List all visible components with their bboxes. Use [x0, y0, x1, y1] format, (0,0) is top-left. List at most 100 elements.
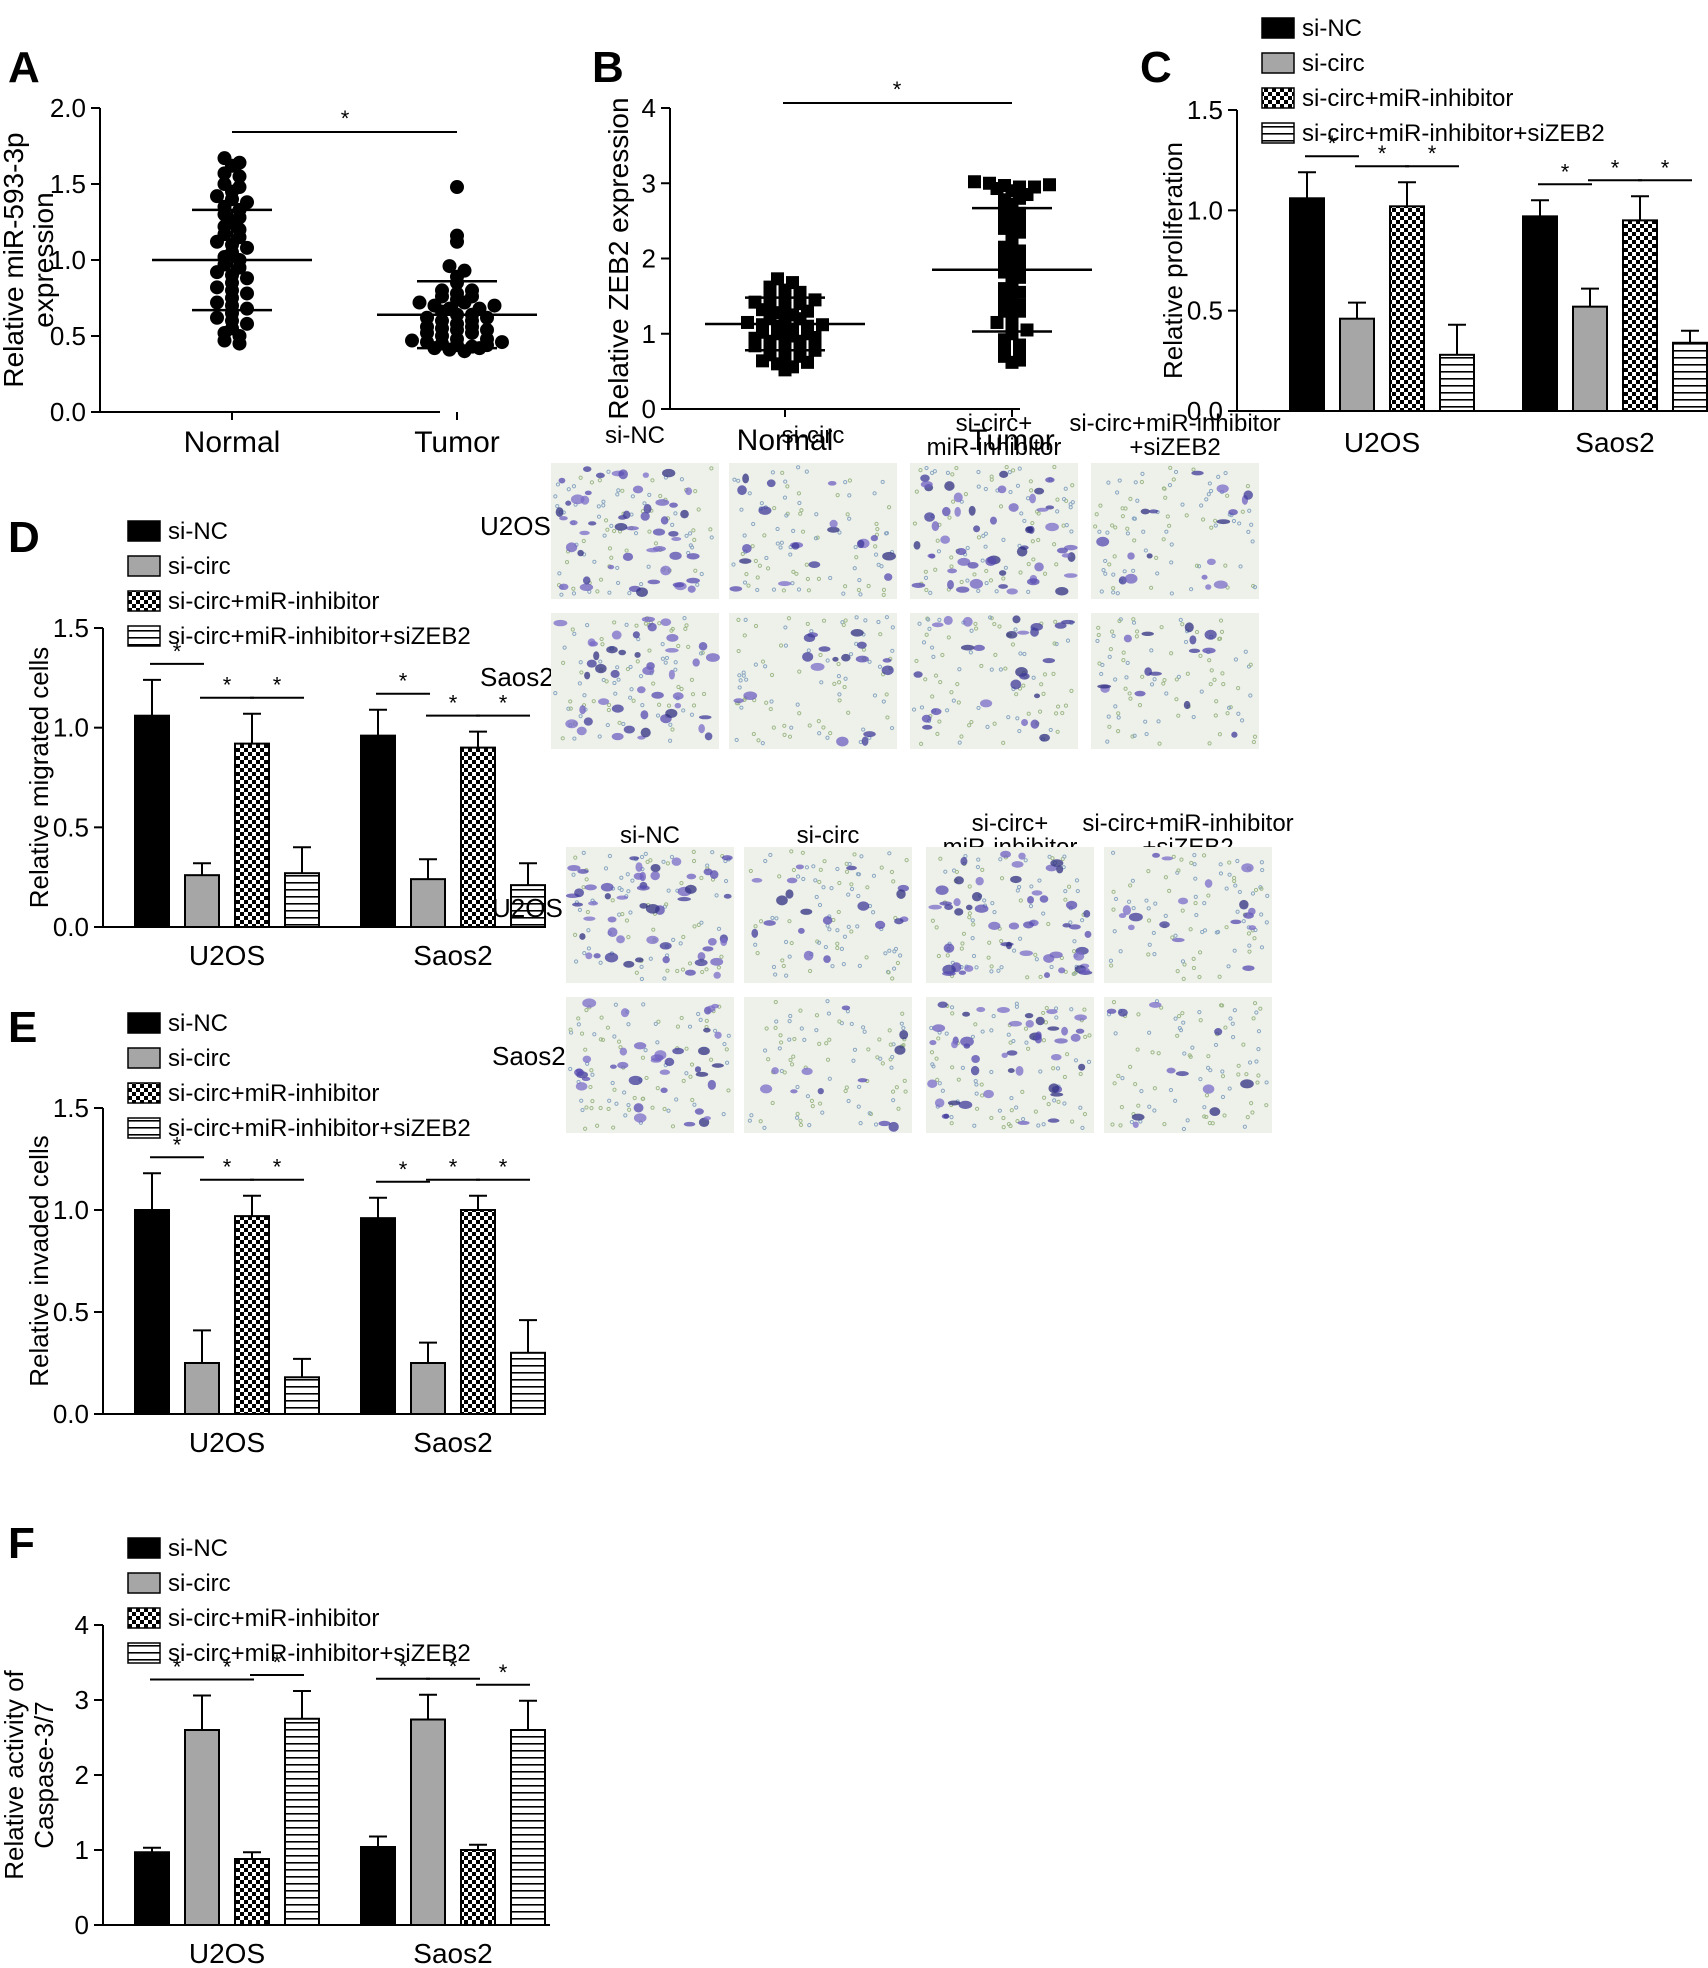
stained-cell	[878, 1120, 891, 1127]
stained-cell	[623, 725, 635, 734]
membrane-pore	[744, 571, 749, 577]
membrane-pore	[583, 1047, 588, 1052]
membrane-pore	[842, 684, 847, 690]
membrane-pore	[591, 699, 596, 704]
stained-cell	[610, 1064, 617, 1069]
membrane-pore	[1078, 1071, 1083, 1077]
membrane-pore	[965, 545, 970, 551]
membrane-pore	[1116, 711, 1121, 716]
membrane-pore	[650, 1105, 655, 1110]
stained-cell	[1248, 907, 1256, 916]
y-tick-label: 1	[642, 319, 656, 349]
membrane-pore	[676, 684, 681, 690]
membrane-pore	[1183, 639, 1189, 645]
membrane-pore	[611, 1125, 616, 1130]
membrane-pore	[605, 527, 610, 532]
membrane-pore	[1247, 1060, 1253, 1065]
data-point	[210, 310, 224, 325]
data-point	[1013, 338, 1026, 352]
membrane-pore	[1227, 1086, 1232, 1091]
membrane-pore	[1193, 900, 1198, 906]
stained-cell	[1055, 587, 1069, 596]
membrane-pore	[650, 478, 655, 483]
membrane-pore	[849, 929, 854, 934]
legend-label: si-NC	[168, 1010, 228, 1037]
membrane-pore	[1191, 965, 1197, 971]
micrograph-column-title: si-circ	[782, 422, 845, 449]
membrane-pore	[1157, 741, 1162, 746]
membrane-pore	[1103, 571, 1108, 576]
stained-cell	[586, 659, 597, 668]
membrane-pore	[1046, 1101, 1051, 1107]
membrane-pore	[640, 702, 645, 708]
micrograph-column-title: si-circ+miR-inhibitor	[1082, 810, 1293, 837]
membrane-pore	[937, 617, 942, 623]
membrane-pore	[1149, 682, 1155, 687]
membrane-pore	[1140, 674, 1145, 679]
membrane-pore	[956, 1077, 961, 1082]
membrane-pore	[1210, 1121, 1215, 1126]
membrane-pore	[914, 489, 919, 494]
membrane-pore	[792, 1036, 797, 1042]
stained-cell	[896, 889, 906, 899]
membrane-pore	[723, 878, 729, 884]
x-category-label: Saos2	[1575, 427, 1654, 458]
membrane-pore	[1015, 483, 1021, 488]
membrane-pore	[1108, 958, 1114, 963]
membrane-pore	[1118, 949, 1123, 954]
membrane-pore	[615, 492, 620, 497]
membrane-pore	[571, 591, 577, 596]
membrane-pore	[610, 1080, 615, 1086]
panel-letter: E	[8, 1003, 37, 1052]
stained-cell	[737, 485, 747, 496]
stained-cell	[629, 856, 640, 861]
membrane-pore	[684, 1046, 689, 1051]
membrane-pore	[599, 636, 604, 642]
membrane-pore	[1216, 474, 1221, 479]
membrane-pore	[1240, 509, 1245, 514]
membrane-pore	[653, 541, 659, 546]
stained-cell	[662, 956, 670, 964]
membrane-pore	[746, 583, 751, 588]
membrane-pore	[896, 1106, 901, 1111]
membrane-pore	[1105, 530, 1110, 535]
membrane-pore	[927, 626, 932, 631]
membrane-pore	[759, 501, 764, 506]
membrane-pore	[630, 878, 635, 883]
membrane-pore	[841, 591, 846, 596]
data-point	[748, 295, 762, 309]
membrane-pore	[950, 1011, 955, 1016]
stained-cell	[999, 470, 1009, 478]
membrane-pore	[762, 1048, 768, 1053]
membrane-pore	[788, 1057, 793, 1063]
membrane-pore	[1247, 943, 1252, 948]
stained-cell	[1206, 558, 1216, 566]
membrane-pore	[780, 470, 785, 475]
significance-star: *	[399, 1654, 408, 1679]
membrane-pore	[1051, 1066, 1056, 1071]
micrograph-image	[1091, 463, 1259, 599]
significance-star: *	[1378, 141, 1387, 166]
membrane-pore	[1163, 875, 1168, 880]
stained-cell	[1161, 856, 1174, 861]
stained-cell	[686, 577, 700, 584]
membrane-pore	[1041, 1122, 1046, 1127]
legend-label: si-NC	[168, 518, 228, 545]
membrane-pore	[992, 721, 997, 726]
membrane-pore	[1225, 711, 1230, 716]
stained-cell	[1025, 526, 1034, 534]
stained-cell	[660, 618, 672, 627]
stained-cell	[964, 965, 974, 972]
stained-cell	[1201, 574, 1208, 580]
membrane-pore	[662, 976, 667, 981]
membrane-pore	[1156, 1051, 1161, 1056]
membrane-pore	[1150, 1050, 1155, 1055]
membrane-pore	[584, 877, 589, 882]
stained-cell	[1050, 1054, 1062, 1061]
membrane-pore	[791, 867, 796, 873]
micrograph-background	[566, 997, 734, 1133]
membrane-pore	[751, 731, 756, 737]
stained-cell	[1148, 509, 1159, 514]
membrane-pore	[959, 579, 964, 585]
membrane-pore	[817, 902, 823, 908]
